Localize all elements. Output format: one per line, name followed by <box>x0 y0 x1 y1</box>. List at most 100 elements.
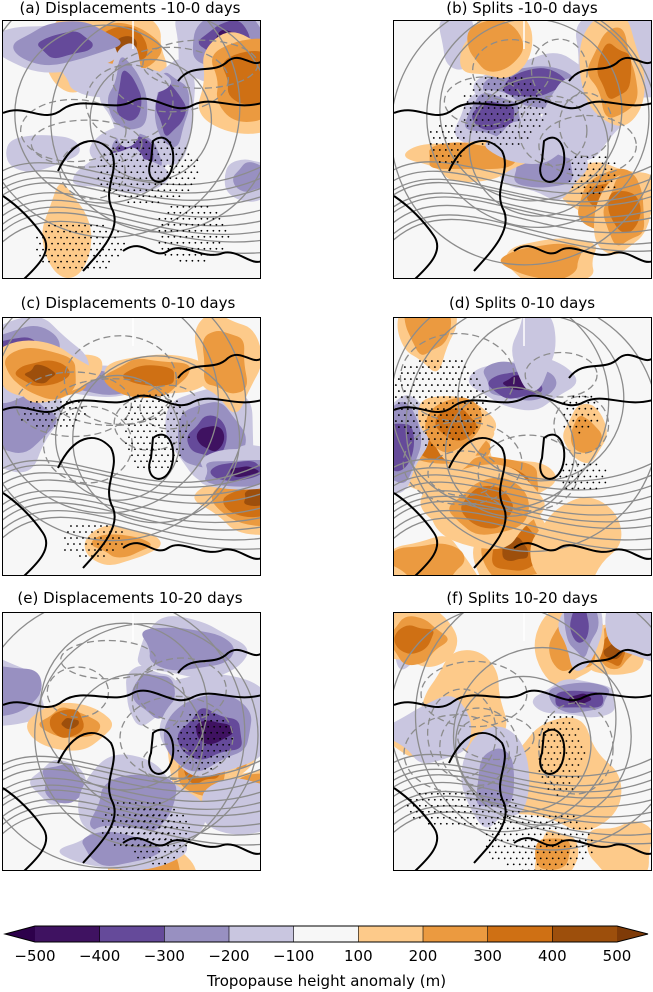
stipple-dot <box>571 752 574 754</box>
stipple-dot <box>136 147 139 150</box>
stipple-dot <box>122 838 125 840</box>
stipple-dot <box>81 242 83 245</box>
stipple-dot <box>105 266 107 269</box>
stipple-dot <box>538 113 541 115</box>
stipple-dot <box>524 827 527 830</box>
stipple-dot <box>143 454 145 457</box>
stipple-dot <box>149 418 151 421</box>
stipple-dot <box>496 137 499 139</box>
stipple-dot <box>51 254 53 257</box>
jet-contour-dashed <box>538 702 614 795</box>
stipple-dot <box>191 247 194 250</box>
stipple-dot <box>578 407 581 410</box>
stipple-dot <box>503 833 506 836</box>
stipple-dot <box>188 838 190 841</box>
jet-contour-solid <box>394 161 651 185</box>
stipple-dot <box>84 248 86 251</box>
stipple-dot <box>406 432 409 434</box>
stipple-dot <box>93 242 95 245</box>
stipple-dot <box>536 863 539 866</box>
stipple-dot <box>580 469 583 472</box>
stipple-dot <box>553 764 556 766</box>
stipple-dot <box>433 810 436 813</box>
stipple-dot <box>415 402 418 404</box>
stipple-dot <box>415 438 418 440</box>
stipple-dot <box>560 827 563 830</box>
stipple-dot <box>197 235 200 238</box>
stipple-dot <box>569 425 572 428</box>
stipple-dot <box>42 413 44 415</box>
stipple-dot <box>188 424 190 427</box>
stipple-dot <box>137 442 139 445</box>
stipple-dot <box>207 737 210 740</box>
stipple-dot <box>586 168 589 171</box>
stipple-dot <box>563 821 566 824</box>
stipple-dot <box>572 827 575 830</box>
stipple-dot <box>557 821 560 824</box>
stipple-dot <box>475 83 478 85</box>
stipple-dot <box>149 820 152 822</box>
stipple-dot <box>478 804 481 807</box>
stipple-dot <box>424 360 427 362</box>
stipple-dot <box>96 224 98 227</box>
stipple-dot <box>436 804 439 807</box>
stipple-dot <box>496 125 499 127</box>
jet-contour-ring <box>394 318 610 511</box>
stipple-dot <box>121 141 124 144</box>
stipple-dot <box>569 413 572 416</box>
stipple-dot <box>436 408 439 410</box>
stipple-dot <box>565 788 568 790</box>
jet-contour-dashed <box>558 92 613 157</box>
jet-contour-dashed <box>518 95 588 167</box>
stipple-dot <box>415 378 418 380</box>
stipple-dot <box>575 413 578 416</box>
jet-contour-ring <box>394 613 617 833</box>
stipple-dot <box>185 211 188 214</box>
stipple-dot <box>481 798 484 801</box>
stipple-dot <box>182 205 185 208</box>
stipple-dot <box>73 531 75 533</box>
stipple-dot <box>515 857 518 860</box>
stipple-dot <box>554 839 557 842</box>
stipple-dot <box>424 396 427 398</box>
stipple-dot <box>139 177 142 180</box>
stipple-dot <box>500 839 503 842</box>
stipple-dot <box>170 400 172 403</box>
stipple-dot <box>544 734 547 736</box>
stipple-dot <box>99 254 101 257</box>
stipple-dot <box>167 454 169 457</box>
stipple-dot <box>551 821 554 824</box>
stipple-dot <box>79 555 81 557</box>
stipple-dot <box>160 195 163 198</box>
stipple-dot <box>143 466 145 469</box>
stipple-dot <box>542 851 545 854</box>
stipple-dot <box>161 808 164 810</box>
stipple-dot <box>48 401 50 403</box>
stipple-dot <box>194 217 197 220</box>
stipple-dot <box>526 89 529 91</box>
stipple-dot <box>514 125 517 127</box>
stipple-dot <box>565 716 568 718</box>
stipple-dot <box>574 734 577 736</box>
stipple-dot <box>577 463 580 466</box>
stipple-dot <box>460 804 463 807</box>
anomaly-contour <box>61 717 79 730</box>
stipple-dot <box>499 131 502 133</box>
jet-contour-solid <box>3 464 260 488</box>
stipple-dot <box>185 235 188 238</box>
stipple-dot <box>451 378 454 380</box>
coastline <box>3 689 260 708</box>
stipple-dot <box>544 113 547 115</box>
coastline <box>57 732 116 864</box>
stipple-dot <box>109 543 111 545</box>
stipple-dot <box>231 737 234 740</box>
stipple-dot <box>472 396 475 398</box>
stipple-dot <box>508 113 511 115</box>
stipple-dot <box>511 810 514 813</box>
stipple-dot <box>523 95 526 97</box>
stipple-dot <box>466 113 469 115</box>
jet-contour-solid <box>394 178 651 203</box>
stipple-dot <box>81 407 83 409</box>
jet-contour-dashed <box>403 714 510 793</box>
stipple-dot <box>161 856 163 859</box>
